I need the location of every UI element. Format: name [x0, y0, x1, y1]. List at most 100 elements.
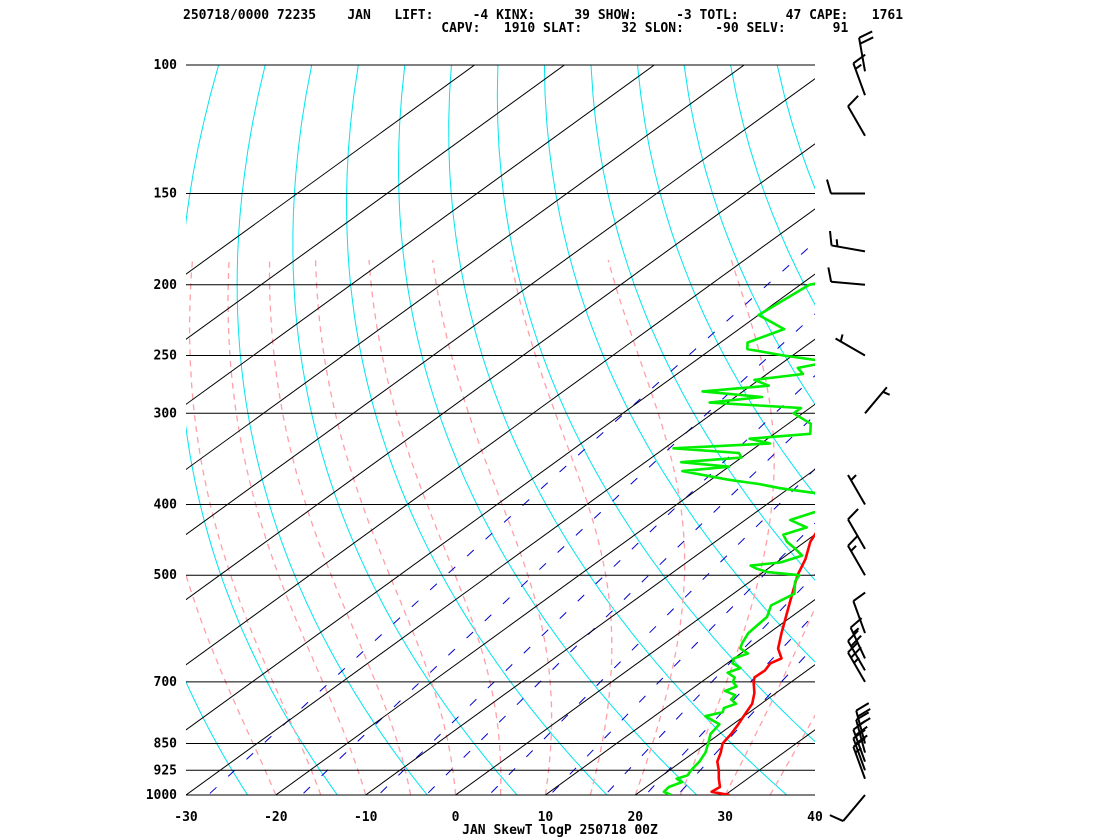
barb-feather [858, 30, 873, 39]
isotherm-line [275, 403, 815, 795]
moist-adiabat [368, 259, 502, 795]
pressure-axis-labels: 100 150 200 250 300 400 500 700 850 925 1000 [146, 58, 177, 803]
isotherm-line [364, 468, 815, 795]
barb-staff [831, 280, 866, 286]
moist-adiabat [432, 259, 553, 795]
pressure-tick-label: 100 [154, 58, 178, 73]
moist-adiabat [679, 259, 775, 795]
dry-adiabat [917, 65, 1120, 811]
wind-barb [827, 267, 866, 286]
pressure-tick-label: 250 [154, 348, 178, 363]
temperature-tick-label: 10 [538, 810, 554, 825]
barb-half-feather [850, 474, 857, 481]
isotherm-line [814, 794, 815, 795]
wind-barb [835, 334, 866, 357]
wind-barb [847, 641, 866, 683]
dry-adiabat [397, 65, 698, 795]
temperature-axis-labels: -30 -20 -10 0 10 20 30 40 [174, 810, 823, 825]
dry-adiabat [963, 65, 1120, 811]
temperature-tick-label: 40 [807, 810, 823, 825]
dry-adiabat [1010, 65, 1120, 811]
wind-barb [847, 508, 866, 550]
barb-feather [847, 508, 859, 521]
dry-adiabat [870, 65, 1120, 811]
pressure-tick-label: 700 [154, 675, 178, 690]
barb-feather [829, 814, 844, 822]
barb-staff [852, 600, 866, 634]
moist-adiabat [186, 572, 277, 795]
isotherm-line [186, 338, 815, 795]
mixing-ratio-line [488, 468, 815, 795]
station-header-line-1: 250718/0000 72235 JAN LIFT: -4 KINX: 39 … [183, 8, 904, 23]
dry-adiabat [590, 65, 815, 581]
dry-adiabat [824, 65, 1120, 811]
moist-adiabat [227, 259, 367, 795]
isotherm-line [186, 78, 815, 536]
dry-adiabat [186, 65, 339, 795]
mixing-ratio-line [300, 313, 815, 795]
barb-half-feather [850, 545, 857, 552]
dry-adiabat [637, 65, 815, 496]
barb-feather [847, 95, 859, 107]
moist-adiabat [607, 259, 686, 795]
wind-barb [829, 794, 866, 822]
dry-adiabat [346, 65, 608, 795]
isotherm-line [454, 533, 815, 795]
pressure-tick-label: 300 [154, 406, 178, 421]
isotherm-line [186, 65, 476, 275]
dry-adiabat [683, 65, 815, 406]
barb-half-feather [854, 63, 862, 70]
barb-feather [826, 179, 832, 194]
barb-staff [847, 105, 866, 137]
pressure-tick-label: 850 [154, 736, 178, 751]
mixing-ratio-line [644, 612, 815, 795]
temperature-tick-label: 20 [627, 810, 643, 825]
isotherm-line [186, 65, 566, 340]
moist-adiabat [314, 259, 457, 795]
wind-barb [858, 30, 874, 72]
barb-feather [847, 629, 859, 642]
dry-adiabat [186, 680, 249, 795]
pressure-tick-label: 500 [154, 568, 178, 583]
wind-barb [847, 474, 866, 506]
wind-barbs [826, 30, 891, 822]
isobar-lines [186, 64, 815, 796]
chart-title: JAN SkewT logP 250718 00Z [462, 823, 658, 838]
barb-feather [847, 534, 859, 547]
barb-half-feather [882, 390, 891, 396]
background-grid [186, 65, 1120, 811]
dry-adiabat [292, 65, 518, 795]
wind-barb [829, 230, 866, 253]
barb-feather [829, 230, 833, 246]
wind-barb [847, 95, 866, 137]
dry-adiabat [1056, 65, 1120, 811]
mixing-ratio-line [207, 241, 815, 795]
barb-half-feather [835, 239, 839, 247]
isotherm-line [634, 664, 815, 795]
wind-barb [852, 591, 866, 634]
pressure-tick-label: 925 [154, 763, 177, 778]
wind-barb [864, 386, 891, 414]
pressure-tick-label: 150 [154, 187, 178, 202]
wind-barb [826, 179, 865, 195]
barb-half-feather [839, 334, 844, 342]
mixing-ratio-line [377, 374, 815, 795]
barb-feather [855, 702, 870, 712]
barb-half-feather [852, 627, 860, 634]
dewpoint-profile [662, 282, 815, 795]
dry-adiabat [236, 65, 428, 795]
dry-adiabat [730, 65, 815, 306]
temperature-tick-label: 30 [717, 810, 733, 825]
temperature-tick-label: -10 [354, 810, 378, 825]
barb-feather [827, 267, 833, 282]
barb-feather [847, 641, 859, 654]
moist-adiabat [268, 259, 412, 795]
wind-barb [847, 534, 866, 576]
isotherm-line [544, 599, 815, 795]
dry-adiabat [448, 65, 788, 795]
barb-feather [852, 591, 866, 602]
temperature-tick-label: -20 [264, 810, 288, 825]
temperature-profile [710, 531, 815, 795]
isotherm-line [186, 65, 745, 471]
barb-staff [847, 518, 866, 550]
